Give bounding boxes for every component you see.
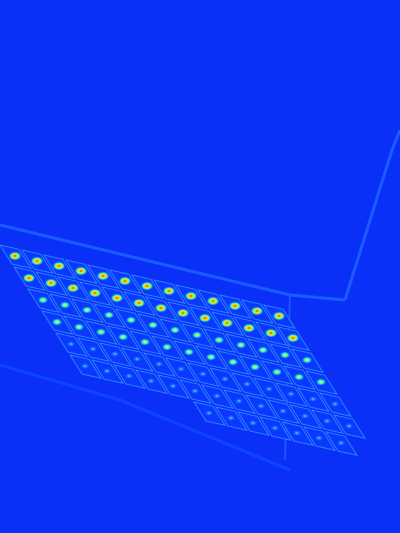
key-glow — [118, 276, 132, 286]
key-glow — [264, 328, 278, 338]
key-glow — [51, 317, 63, 327]
key-glow — [205, 352, 217, 362]
key-glow — [59, 300, 71, 310]
key-glow — [204, 409, 214, 417]
key-glow — [344, 422, 354, 430]
key-glow — [162, 286, 176, 296]
key-glow — [184, 291, 198, 301]
key-glow — [206, 296, 220, 306]
key-glow — [330, 400, 340, 408]
key-glow — [198, 370, 208, 378]
keyboard — [0, 244, 367, 457]
key-glow — [322, 417, 332, 425]
key-glow — [110, 293, 124, 303]
key-glow — [336, 439, 346, 447]
key-glow — [66, 283, 80, 293]
key-glow — [168, 382, 178, 390]
key-glow — [286, 390, 296, 398]
key-glow — [235, 340, 247, 350]
key-glow — [257, 345, 269, 355]
key-glow — [314, 434, 324, 442]
key-glow — [102, 367, 112, 375]
key-glow — [249, 362, 261, 372]
key-glow — [44, 278, 58, 288]
key-glow — [74, 266, 88, 276]
key-glow — [169, 325, 181, 335]
key-glow — [228, 301, 242, 311]
screen-hinge — [343, 129, 400, 301]
key-glow — [220, 318, 234, 328]
key-glow — [139, 337, 151, 347]
key-glow — [213, 335, 225, 345]
key-glow — [154, 360, 164, 368]
key-glow — [301, 355, 313, 365]
key-glow — [8, 251, 22, 261]
key-glow — [88, 345, 98, 353]
key-glow — [22, 273, 36, 283]
key-glow — [176, 365, 186, 373]
key-glow — [132, 355, 142, 363]
key-glow — [256, 402, 266, 410]
key-glow — [132, 298, 146, 308]
key-glow — [183, 347, 195, 357]
key-glow — [124, 372, 134, 380]
key-glow — [300, 412, 310, 420]
key-glow — [242, 323, 256, 333]
key-glow — [271, 367, 283, 377]
key-glow — [161, 342, 173, 352]
key-glow — [279, 350, 291, 360]
key-glow — [88, 288, 102, 298]
key-glow — [272, 311, 286, 321]
key-glow — [293, 372, 305, 382]
key-glow — [81, 305, 93, 315]
key-glow — [154, 303, 168, 313]
key-glow — [80, 362, 90, 370]
key-glow — [125, 315, 137, 325]
key-glow — [73, 322, 85, 332]
key-glow — [212, 392, 222, 400]
key-glow — [242, 380, 252, 388]
key-glow — [250, 306, 264, 316]
key-glow — [292, 429, 302, 437]
key-glow — [308, 395, 318, 403]
key-glow — [96, 271, 110, 281]
key-glow — [270, 424, 280, 432]
key-glow — [52, 261, 66, 271]
key-glow — [248, 419, 258, 427]
key-glow — [220, 375, 230, 383]
key-glow — [234, 397, 244, 405]
key-glow — [264, 385, 274, 393]
key-glow — [37, 295, 49, 305]
key-glow — [146, 377, 156, 385]
key-glow — [110, 350, 120, 358]
key-glow — [140, 281, 154, 291]
key-glow — [190, 387, 200, 395]
key-glow — [30, 256, 44, 266]
key-glow — [315, 377, 327, 387]
key-glow — [176, 308, 190, 318]
key-glow — [191, 330, 203, 340]
key-glow — [278, 407, 288, 415]
key-glow — [147, 320, 159, 330]
key-glow — [66, 340, 76, 348]
key-glow — [198, 313, 212, 323]
key-glow — [103, 310, 115, 320]
key-glow — [286, 333, 300, 343]
key-glow — [226, 414, 236, 422]
key-glow — [95, 327, 107, 337]
palm-rest-edge — [0, 363, 291, 472]
key-glow — [117, 332, 129, 342]
key-glow — [227, 357, 239, 367]
